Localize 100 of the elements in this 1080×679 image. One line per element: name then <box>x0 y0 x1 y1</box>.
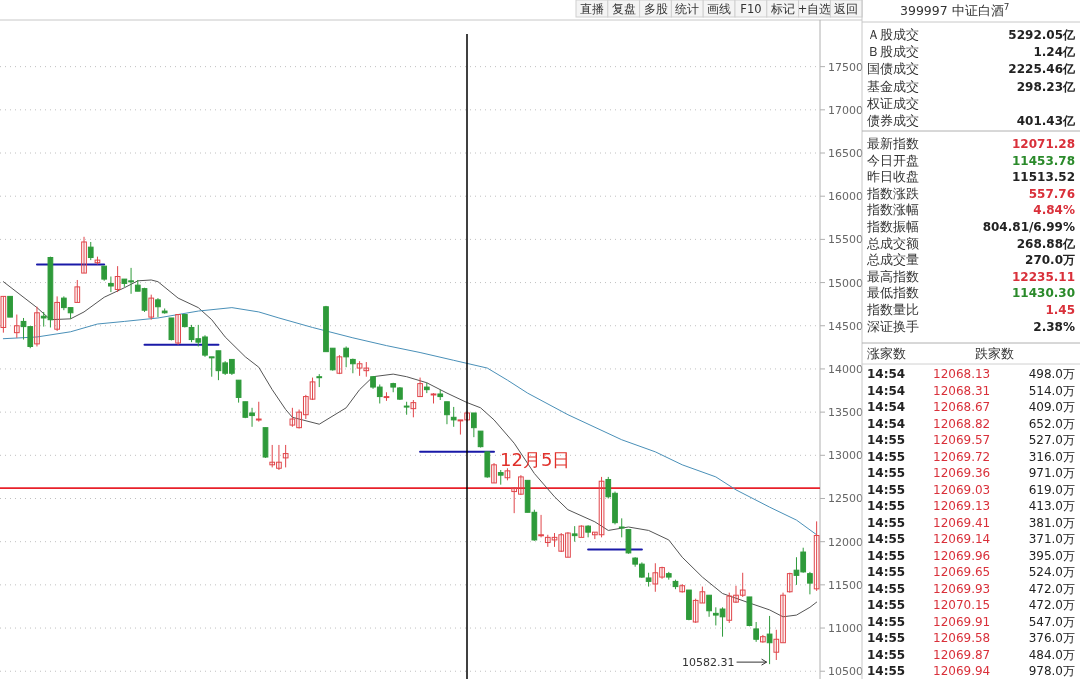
text: 债券成交 <box>867 113 919 128</box>
text: 14:55 <box>867 614 906 629</box>
text: 12235.11 <box>1011 269 1075 284</box>
text: 2.38% <box>1033 319 1075 334</box>
text: 11453.78 <box>1011 153 1075 168</box>
text: 总成交量 <box>866 252 919 268</box>
text: 指数量比 <box>866 302 919 317</box>
text: 14:54 <box>867 416 906 431</box>
text: 381.0万 <box>1028 515 1075 530</box>
text: 14:54 <box>867 400 906 414</box>
line-series <box>2 307 818 536</box>
y-tick-label: 14500 <box>828 319 863 333</box>
text: 深证换手 <box>867 318 919 334</box>
text: 14:55 <box>867 449 906 464</box>
y-tick-label: 17500 <box>828 60 863 74</box>
text: 最低指数 <box>867 285 919 301</box>
text: 371.0万 <box>1028 532 1075 546</box>
text: 12068.82 <box>933 416 991 431</box>
text: 权证成交 <box>866 95 919 111</box>
text: 14:55 <box>867 515 906 530</box>
y-tick-label: 16000 <box>828 190 863 204</box>
text: 国债成交 <box>867 61 919 77</box>
text: 12069.58 <box>933 631 991 645</box>
text: 14:55 <box>867 548 906 563</box>
text: 12071.28 <box>1011 137 1075 151</box>
line-series <box>2 279 818 618</box>
text: Ａ股成交 <box>867 27 919 42</box>
y-tick-label: 17000 <box>828 103 863 117</box>
text: 971.0万 <box>1028 466 1075 480</box>
text: 557.76 <box>1028 186 1075 201</box>
text: 14:55 <box>867 647 906 662</box>
annotation: 12月5日 <box>500 449 571 470</box>
text: 14:55 <box>867 466 906 480</box>
text: 498.0万 <box>1028 367 1075 381</box>
text: 12069.13 <box>933 499 991 513</box>
text: 14:55 <box>867 565 906 579</box>
y-tick-label: 12500 <box>828 492 863 506</box>
text: 376.0万 <box>1028 631 1075 645</box>
text: 12069.87 <box>933 647 991 662</box>
text: 978.0万 <box>1028 664 1075 678</box>
text: 298.23亿 <box>1016 79 1076 94</box>
text: 12070.15 <box>933 598 991 612</box>
text: 12069.72 <box>933 449 991 464</box>
text: 5292.05亿 <box>1008 28 1076 42</box>
text: 指数涨跌 <box>866 185 919 201</box>
text: 12069.36 <box>933 466 991 480</box>
text: 652.0万 <box>1028 416 1075 431</box>
text: 14:55 <box>867 581 906 596</box>
text: 总成交额 <box>866 235 919 251</box>
text: 14:55 <box>867 482 906 497</box>
text: 547.0万 <box>1028 614 1075 629</box>
text: 14:55 <box>867 598 906 612</box>
text: 619.0万 <box>1028 482 1075 497</box>
text: 401.43亿 <box>1016 114 1076 128</box>
y-tick-label: 13000 <box>828 449 863 463</box>
text: 今日开盘 <box>867 152 919 168</box>
text: 409.0万 <box>1028 400 1075 414</box>
text: 最新指数 <box>867 136 919 151</box>
text: 1.24亿 <box>1033 45 1076 60</box>
y-tick-label: 11000 <box>828 622 863 636</box>
y-tick-label: 12000 <box>828 535 863 549</box>
text: 268.88亿 <box>1016 236 1076 251</box>
text: 12068.67 <box>933 400 991 414</box>
text: 12069.03 <box>933 482 991 497</box>
text: 804.81/6.99% <box>982 220 1075 234</box>
text: 指数涨幅 <box>866 202 919 218</box>
text: 472.0万 <box>1028 598 1075 612</box>
toolbar: 直播 复盘 多股 统计 画线 F10 标记 +自选 返回 <box>575 0 863 18</box>
text: 395.0万 <box>1028 548 1075 563</box>
text: 12068.13 <box>933 367 991 381</box>
annotation: 10582.31 <box>682 656 735 670</box>
text: 472.0万 <box>1028 581 1075 596</box>
text: 270.0万 <box>1025 253 1075 268</box>
text: 2225.46亿 <box>1008 62 1076 77</box>
text: 14:55 <box>867 532 906 546</box>
y-tick-label: 11500 <box>828 578 863 592</box>
text: 14:55 <box>867 664 906 678</box>
text: 12068.31 <box>933 383 991 398</box>
text: 4.84% <box>1033 203 1075 218</box>
text: 12069.14 <box>933 532 991 546</box>
text: 12069.94 <box>933 664 991 678</box>
text: Ｂ股成交 <box>867 44 919 60</box>
text: 399997 中证白酒$^{7}$ <box>900 2 1010 18</box>
y-tick-label: 15000 <box>828 276 863 290</box>
text: 1.45 <box>1045 303 1075 317</box>
text: 11513.52 <box>1011 170 1075 185</box>
text: 12069.41 <box>933 515 991 530</box>
text: 12069.65 <box>933 565 991 579</box>
text: 12069.96 <box>933 548 991 563</box>
text: 14:55 <box>867 631 906 645</box>
text: 484.0万 <box>1028 647 1075 662</box>
text: 基金成交 <box>867 78 919 94</box>
text: 昨日收盘 <box>867 169 919 185</box>
text: 14:55 <box>867 499 906 513</box>
text: 14:54 <box>867 367 906 381</box>
text: 最高指数 <box>867 268 919 284</box>
text: 12069.93 <box>933 581 991 596</box>
y-tick-label: 15500 <box>828 233 863 247</box>
text: 14:55 <box>867 433 906 447</box>
text: 527.0万 <box>1028 433 1075 447</box>
